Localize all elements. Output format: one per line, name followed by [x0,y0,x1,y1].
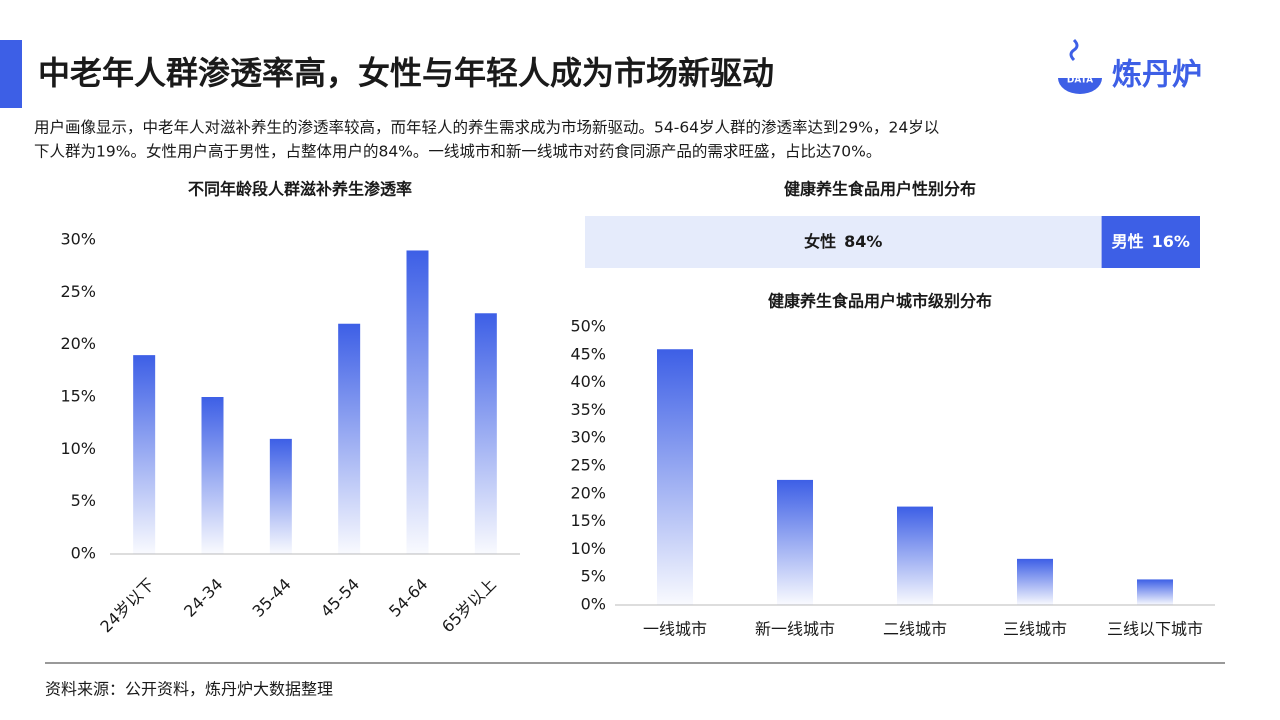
description-line: 用户画像显示，中老年人对滋补养生的渗透率较高，而年轻人的养生需求成为市场新驱动。… [34,119,939,137]
source: 资料来源：公开资料，炼丹炉大数据整理 [45,680,333,699]
value-label: 16% [1152,232,1190,251]
bar [201,397,224,554]
x-tick-label: 三线城市 [1003,620,1067,639]
description-line: 下人群为19%。女性用户高于男性，占整体用户的84%。一线城市和新一线城市对药食… [34,142,881,161]
title-accent [0,40,22,108]
x-tick-label: 65岁以上 [438,575,500,637]
y-tick-label: 5% [71,491,96,510]
y-tick-label: 20% [60,334,96,353]
y-tick-label: 15% [570,511,606,530]
y-tick-label: 10% [570,539,606,558]
x-tick-label: 24岁以下 [96,575,158,637]
y-tick-label: 35% [570,400,606,419]
bar [1017,558,1053,605]
chart-title: 不同年龄段人群滋补养生渗透率 [188,180,412,199]
y-tick-label: 45% [570,344,606,363]
logo-badge: DATA [1067,76,1093,86]
y-tick-label: 30% [570,428,606,447]
bar [269,438,292,554]
logo-pot [1058,78,1102,94]
y-tick-label: 50% [570,317,606,336]
chart-title: 健康养生食品用户性别分布 [784,180,976,199]
bar [133,355,156,554]
value-label: 84% [844,232,882,251]
bar [406,250,429,554]
x-tick-label: 二线城市 [883,620,947,639]
bar [338,323,361,554]
y-tick-label: 15% [60,387,96,406]
y-tick-label: 20% [570,483,606,502]
x-tick-label: 一线城市 [643,620,707,639]
y-tick-label: 5% [581,567,606,586]
logo-steam [1069,38,1079,62]
y-tick-label: 30% [60,230,96,249]
segment-label: 女性 84% [804,232,882,251]
y-tick-label: 0% [581,595,606,614]
slide-title: 中老年人群渗透率高，女性与年轻人成为市场新驱动 [38,54,774,92]
bar [474,313,497,554]
x-tick-label: 24-34 [180,575,226,621]
logo-text: 炼丹炉 [1112,58,1202,93]
series-name: 女性 [804,232,836,251]
y-tick-label: 10% [60,439,96,458]
bar [657,349,693,605]
x-tick-label: 新一线城市 [755,620,835,639]
bar-segment [585,216,1102,268]
y-tick-label: 25% [60,282,96,301]
y-tick-label: 25% [570,456,606,475]
bar [777,479,813,605]
x-tick-label: 三线以下城市 [1107,620,1203,639]
bar [897,506,933,605]
segment-label: 男性 16% [1112,232,1190,251]
x-tick-label: 35-44 [249,575,295,621]
y-tick-label: 40% [570,372,606,391]
series-name: 男性 [1112,232,1144,251]
x-tick-label: 54-64 [385,575,431,621]
chart-title: 健康养生食品用户城市级别分布 [768,292,992,311]
bar [1137,579,1173,605]
bar-segment [1101,216,1200,268]
x-tick-label: 45-54 [317,575,363,621]
y-tick-label: 0% [71,544,96,563]
logo: DATA 炼丹炉 [1058,38,1202,94]
